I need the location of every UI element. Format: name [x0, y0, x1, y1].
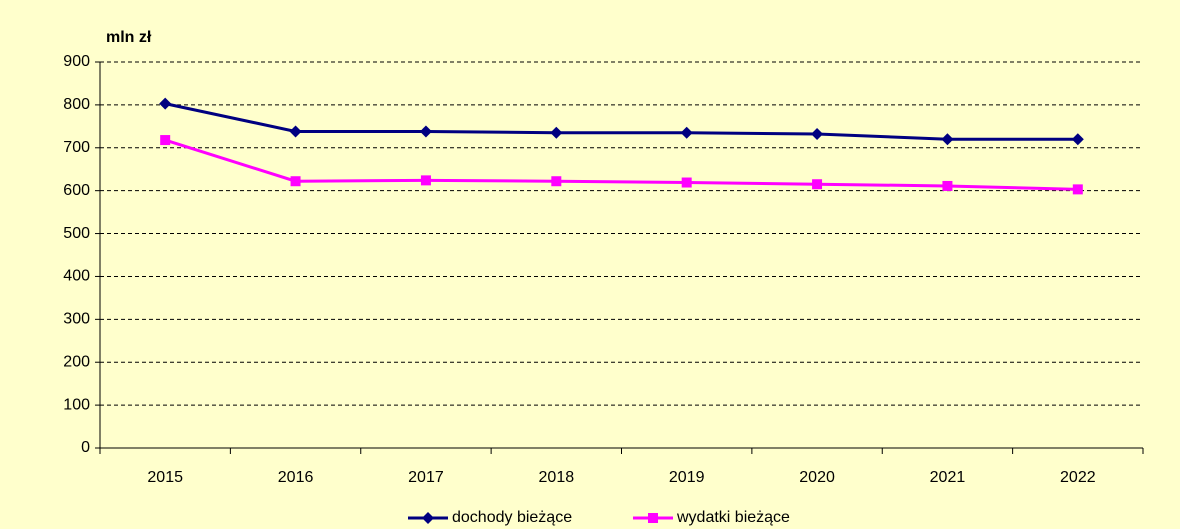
legend-marker — [422, 512, 434, 524]
x-tick-label: 2022 — [1060, 469, 1096, 486]
x-tick-label: 2018 — [539, 469, 575, 486]
x-tick-label: 2016 — [278, 469, 314, 486]
y-tick-label: 0 — [81, 439, 90, 456]
x-tick-label: 2021 — [930, 469, 966, 486]
y-tick-label: 200 — [63, 353, 90, 370]
point — [941, 133, 954, 146]
x-tick-label: 2015 — [147, 469, 183, 486]
point — [551, 176, 562, 187]
point — [680, 126, 693, 139]
y-tick-label: 600 — [63, 182, 90, 199]
y-tick-label: 500 — [63, 225, 90, 242]
y-tick-label: 300 — [63, 311, 90, 328]
point — [1071, 133, 1084, 146]
point — [942, 180, 953, 191]
x-tick-label: 2020 — [799, 469, 835, 486]
point — [811, 128, 824, 141]
point — [420, 175, 431, 186]
y-tick-label: 900 — [63, 53, 90, 70]
line — [164, 138, 1078, 191]
point — [289, 125, 302, 138]
y-tick-label: 100 — [63, 396, 90, 413]
y-tick-label: 400 — [63, 268, 90, 285]
legend-label: dochody bieżące — [452, 509, 572, 526]
point — [550, 126, 563, 139]
point — [1072, 184, 1083, 195]
y-tick-label: 700 — [63, 139, 90, 156]
point — [419, 125, 432, 138]
point — [159, 97, 172, 110]
x-tick-label: 2019 — [669, 469, 705, 486]
point — [160, 135, 171, 146]
x-tick-label: 2017 — [408, 469, 444, 486]
y-tick-label: 800 — [63, 96, 90, 113]
y-axis-label: mln zł — [106, 29, 152, 46]
legend-marker — [648, 513, 658, 523]
legend-label: wydatki bieżące — [676, 509, 790, 526]
point — [812, 179, 823, 190]
point — [681, 177, 692, 188]
point — [290, 176, 301, 187]
line — [164, 102, 1078, 141]
